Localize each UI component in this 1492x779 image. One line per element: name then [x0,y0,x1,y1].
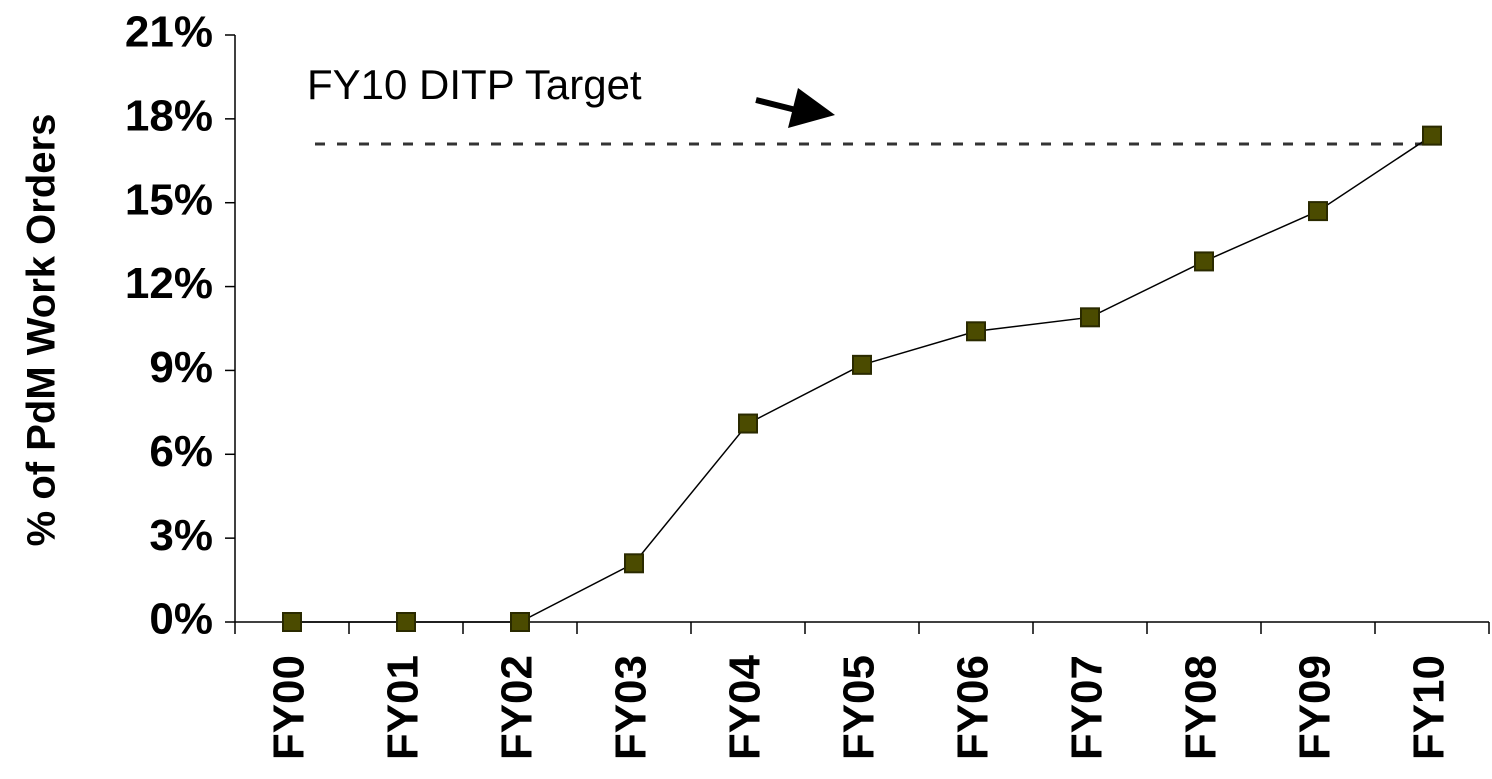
x-tick-label: FY00 [265,655,314,760]
y-tick-label: 9% [149,343,213,392]
data-point [624,553,644,574]
x-tick-label: FY07 [1063,655,1112,760]
data-line [292,135,1433,623]
y-tick-label: 15% [125,175,213,224]
data-point [966,321,986,342]
x-tick-label: FY09 [1291,655,1340,760]
data-point [852,354,872,375]
data-point [282,612,302,632]
y-axis-label: % of PdM Work Orders [20,114,64,547]
y-tick-label: 6% [149,427,213,476]
y-tick-label: 18% [125,91,213,140]
arrow [755,88,835,128]
y-tick-label: 12% [125,259,213,308]
x-tick-label: FY03 [607,655,656,760]
y-tick-label: 0% [149,595,213,644]
x-tick-label: FY04 [721,654,770,760]
arrow-head [788,88,835,128]
data-point [510,612,530,632]
data-point [738,413,758,434]
data-point [1080,307,1100,328]
data-point [1194,251,1214,272]
x-tick-label: FY02 [493,655,542,760]
y-tick-label: 3% [149,511,213,560]
data-point [1422,125,1442,146]
x-tick-label: FY01 [379,655,428,760]
y-tick-label: 21% [125,8,213,57]
x-tick-label: FY10 [1405,655,1454,760]
arrow-shaft [755,97,801,114]
x-tick-label: FY06 [949,655,998,760]
x-tick-label: FY05 [835,655,884,760]
x-tick-label: FY08 [1177,655,1226,760]
data-point [1308,201,1328,222]
annotation: FY10 DITP Target [307,61,642,108]
data-point [396,612,416,632]
